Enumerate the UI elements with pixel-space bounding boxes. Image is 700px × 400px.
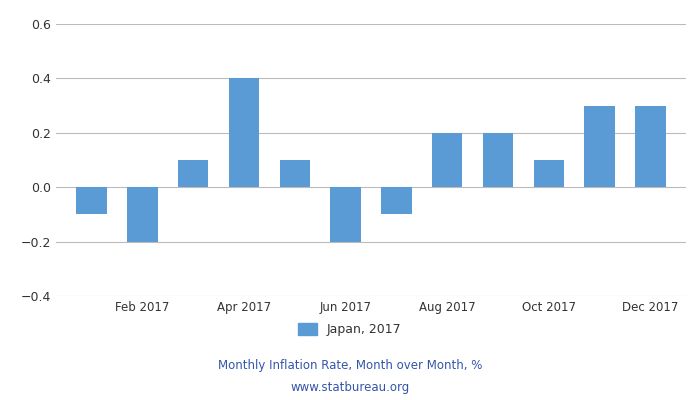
Bar [178, 160, 209, 187]
Bar [330, 187, 360, 242]
Bar [127, 187, 158, 242]
Bar [635, 106, 666, 187]
Legend: Japan, 2017: Japan, 2017 [293, 318, 407, 341]
Bar [279, 160, 310, 187]
Bar [432, 133, 463, 187]
Bar [483, 133, 513, 187]
Bar [229, 78, 259, 187]
Text: www.statbureau.org: www.statbureau.org [290, 382, 410, 394]
Bar [533, 160, 564, 187]
Bar [76, 187, 107, 214]
Bar [584, 106, 615, 187]
Bar [382, 187, 412, 214]
Text: Monthly Inflation Rate, Month over Month, %: Monthly Inflation Rate, Month over Month… [218, 360, 482, 372]
